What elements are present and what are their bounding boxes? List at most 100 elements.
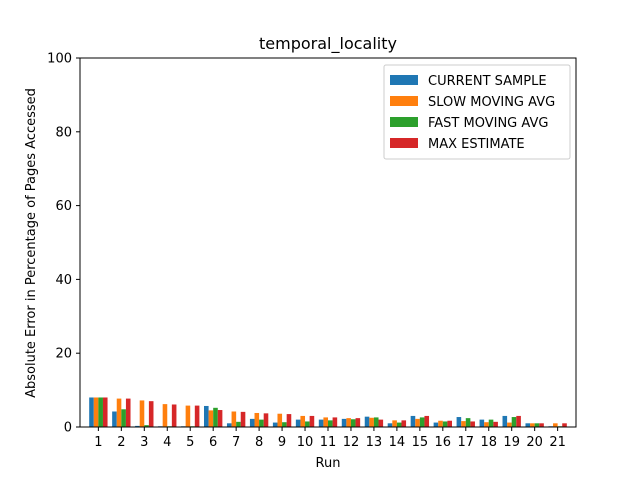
bar-slow-moving-avg-run-18 (484, 422, 489, 427)
y-axis-label: Absolute Error in Percentage of Pages Ac… (24, 88, 39, 398)
bar-max-estimate-run-1 (102, 397, 108, 427)
bar-max-estimate-run-18 (493, 421, 498, 427)
bar-current-sample-run-3 (135, 425, 140, 427)
bar-slow-moving-avg-run-1 (93, 397, 99, 427)
bar-current-sample-run-18 (479, 419, 485, 427)
bar-max-estimate-run-8 (263, 413, 269, 427)
legend-swatch (390, 117, 418, 127)
bar-max-estimate-run-17 (470, 421, 475, 427)
x-tick-label: 16 (435, 435, 452, 450)
x-tick-label: 3 (140, 435, 148, 450)
bar-max-estimate-run-20 (539, 423, 544, 427)
legend-label: CURRENT SAMPLE (428, 74, 547, 89)
x-tick-label: 10 (297, 435, 314, 450)
legend-label: FAST MOVING AVG (428, 116, 548, 131)
bar-current-sample-run-8 (249, 418, 255, 427)
x-tick-label: 14 (389, 435, 406, 450)
legend-box (383, 64, 571, 160)
bar-group (89, 397, 567, 427)
bar-slow-moving-avg-run-16 (438, 420, 443, 427)
bar-current-sample-run-20 (525, 423, 531, 427)
bar-max-estimate-run-14 (401, 420, 407, 427)
bar-current-sample-run-16 (433, 422, 439, 427)
bar-fast-moving-avg-run-1 (98, 397, 103, 427)
bar-current-sample-run-11 (318, 419, 324, 427)
bar-slow-moving-avg-run-19 (507, 422, 512, 427)
x-tick-label: 19 (503, 435, 520, 450)
x-tick-label: 1 (94, 435, 102, 450)
bar-slow-moving-avg-run-10 (300, 415, 306, 427)
bar-slow-moving-avg-run-21 (553, 423, 558, 427)
bar-max-estimate-run-11 (332, 417, 338, 427)
bar-current-sample-run-13 (364, 416, 370, 427)
bar-current-sample-run-10 (295, 419, 301, 427)
x-tick-label: 17 (458, 435, 475, 450)
y-tick-label: 100 (47, 52, 72, 67)
x-tick-label: 21 (549, 435, 566, 450)
bar-max-estimate-run-10 (309, 415, 315, 427)
bar-max-estimate-run-21 (562, 423, 567, 427)
y-tick-label: 20 (55, 347, 72, 362)
bar-max-estimate-run-16 (447, 420, 452, 427)
bar-current-sample-run-2 (112, 411, 117, 427)
x-tick-label: 8 (255, 435, 263, 450)
x-tick-label: 7 (232, 435, 240, 450)
bar-current-sample-run-15 (410, 415, 416, 427)
bar-fast-moving-avg-run-10 (305, 421, 310, 427)
legend-swatch (390, 75, 418, 85)
x-tick-label: 9 (278, 435, 286, 450)
bar-slow-moving-avg-run-2 (116, 398, 122, 427)
bar-max-estimate-run-3 (148, 401, 154, 427)
bar-fast-moving-avg-run-17 (465, 418, 471, 427)
legend-label: SLOW MOVING AVG (428, 95, 555, 110)
bar-max-estimate-run-7 (240, 411, 246, 427)
bar-max-estimate-run-19 (516, 415, 521, 427)
x-tick-label: 15 (412, 435, 429, 450)
legend: CURRENT SAMPLE SLOW MOVING AVG FAST MOVING… (383, 64, 571, 160)
bar-fast-moving-avg-run-12 (350, 419, 356, 427)
bar-max-estimate-run-4 (171, 404, 177, 427)
bar-fast-moving-avg-run-6 (213, 407, 218, 427)
bar-slow-moving-avg-run-3 (139, 400, 145, 427)
bar-max-estimate-run-13 (378, 419, 384, 427)
bar-slow-moving-avg-run-6 (208, 410, 214, 427)
bar-slow-moving-avg-run-9 (277, 413, 283, 427)
x-tick-label: 2 (117, 435, 125, 450)
bar-slow-moving-avg-run-12 (346, 418, 351, 427)
bar-slow-moving-avg-run-5 (185, 405, 191, 427)
bar-slow-moving-avg-run-17 (461, 421, 466, 427)
x-tick-label: 18 (480, 435, 497, 450)
bar-current-sample-run-12 (341, 418, 347, 427)
x-tick-label: 12 (343, 435, 360, 450)
y-tick-label: 60 (55, 199, 72, 214)
bar-fast-moving-avg-run-14 (396, 422, 402, 427)
bar-fast-moving-avg-run-7 (236, 421, 241, 427)
x-tick-label: 4 (163, 435, 171, 450)
bar-max-estimate-run-6 (217, 410, 223, 427)
bar-fast-moving-avg-run-3 (144, 425, 149, 427)
bar-current-sample-run-6 (204, 405, 209, 427)
bar-fast-moving-avg-run-13 (373, 417, 379, 427)
chart-title: temporal_locality (259, 34, 397, 54)
bar-max-estimate-run-5 (194, 405, 200, 427)
bar-max-estimate-run-15 (424, 415, 430, 427)
x-tick-label: 5 (186, 435, 194, 450)
y-tick-label: 40 (55, 273, 72, 288)
x-tick-label: 11 (320, 435, 337, 450)
bar-fast-moving-avg-run-19 (511, 417, 517, 427)
bar-slow-moving-avg-run-13 (369, 417, 374, 427)
bar-max-estimate-run-2 (125, 398, 131, 427)
legend-swatch (390, 138, 418, 148)
bar-slow-moving-avg-run-20 (530, 423, 535, 427)
bar-fast-moving-avg-run-9 (282, 422, 287, 427)
bar-current-sample-run-9 (272, 422, 278, 427)
bar-current-sample-run-14 (387, 423, 393, 427)
bar-current-sample-run-1 (89, 397, 94, 427)
bar-fast-moving-avg-run-2 (121, 409, 126, 427)
x-axis-label: Run (316, 456, 341, 471)
bar-slow-moving-avg-run-4 (162, 404, 168, 427)
bar-fast-moving-avg-run-15 (419, 417, 425, 427)
bar-fast-moving-avg-run-16 (442, 421, 448, 427)
x-tick-label: 6 (209, 435, 217, 450)
